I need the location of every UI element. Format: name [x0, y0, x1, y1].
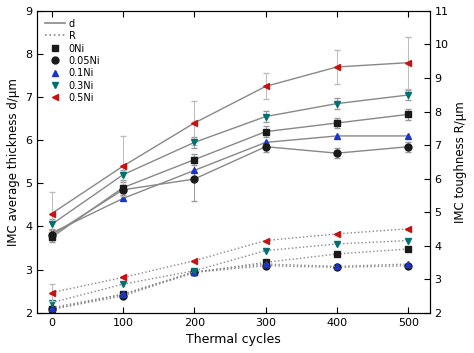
Legend: d, R, 0Ni, 0.05Ni, 0.1Ni, 0.3Ni, 0.5Ni: d, R, 0Ni, 0.05Ni, 0.1Ni, 0.3Ni, 0.5Ni: [42, 16, 103, 106]
X-axis label: Thermal cycles: Thermal cycles: [186, 333, 281, 346]
Y-axis label: IMC average thickness d/μm: IMC average thickness d/μm: [7, 78, 20, 246]
Y-axis label: IMC toughness R/μm: IMC toughness R/μm: [454, 101, 467, 223]
